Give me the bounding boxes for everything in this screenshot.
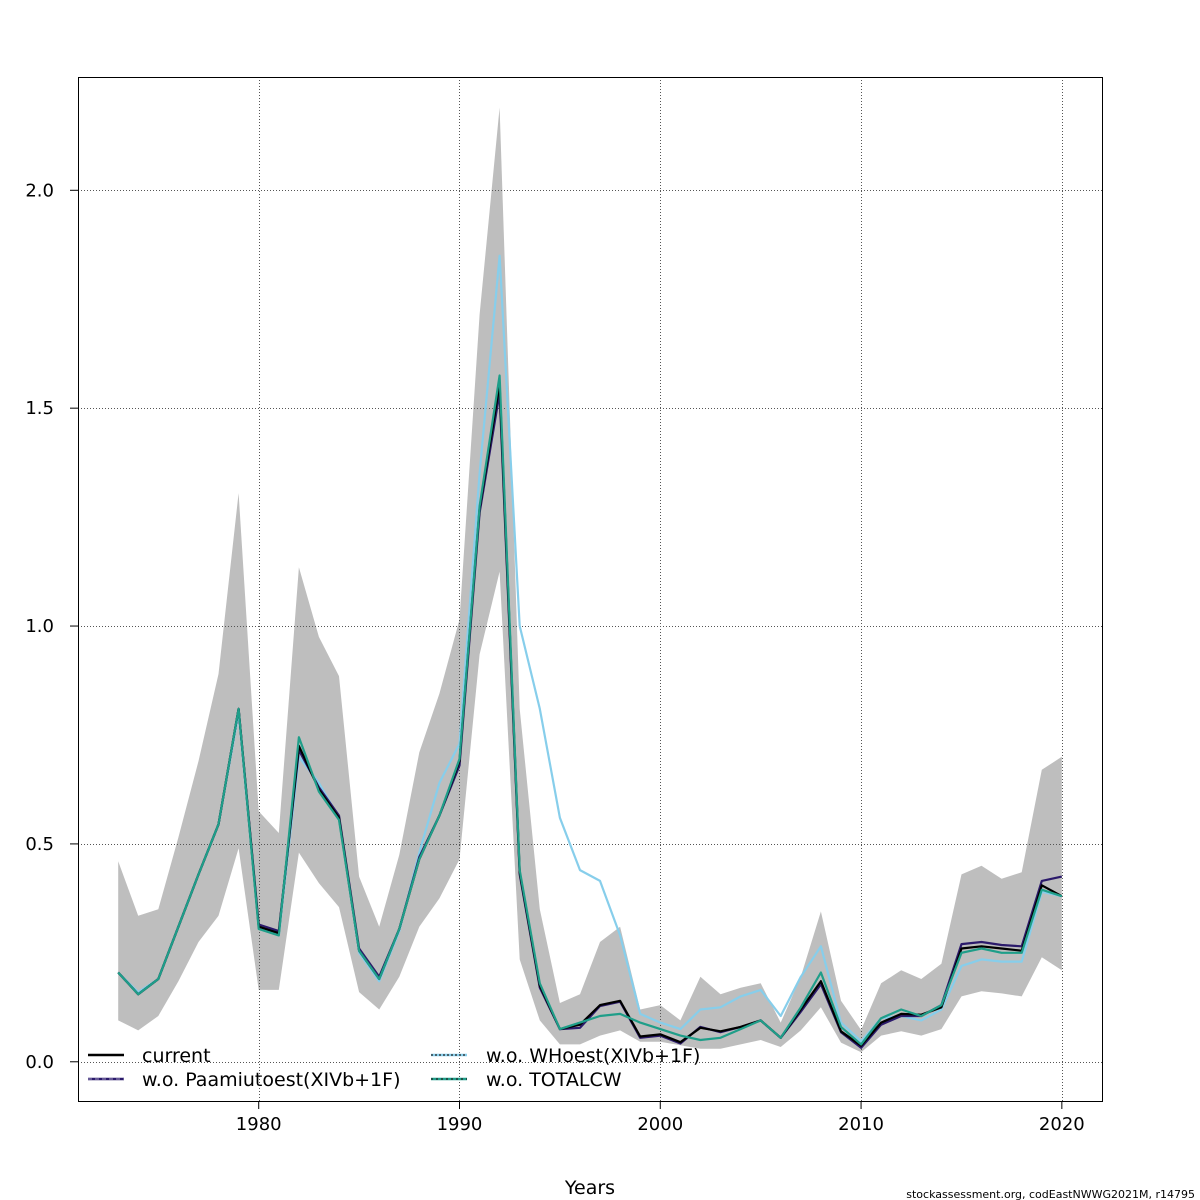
- series-layer: [117, 254, 1063, 1049]
- legend-label-current: current: [142, 1045, 211, 1067]
- y-tick-label-1.5: 1.5: [25, 398, 54, 419]
- x-tick-label-2010: 2010: [838, 1114, 884, 1135]
- legend-label-whoest: w.o. WHoest(XIVb+1F): [486, 1045, 700, 1067]
- x-tick-label-1990: 1990: [437, 1114, 483, 1135]
- x-tick-label-2020: 2020: [1039, 1114, 1085, 1135]
- plot-frame: [78, 77, 1103, 1102]
- x-tick-label-1980: 1980: [236, 1114, 282, 1135]
- y-tick-label-0.5: 0.5: [25, 834, 54, 855]
- legend: current w.o. Paamiutoest(XIVb+1F) w.o. W…: [88, 1045, 700, 1091]
- credit-text: stockassessment.org, codEastNWWG2021M, r…: [906, 1188, 1195, 1200]
- series-line-w-o-totalcw: [117, 374, 1063, 1046]
- x-axis-title: Years: [564, 1177, 615, 1199]
- y-tick-label-2.0: 2.0: [25, 180, 54, 201]
- legend-label-totalcw: w.o. TOTALCW: [486, 1069, 622, 1091]
- x-tick-label-2000: 2000: [637, 1114, 683, 1135]
- series-line-w-o-paamiutoest-xivb-1f: [117, 391, 1063, 1049]
- y-tick-label-1.0: 1.0: [25, 616, 54, 637]
- confidence-band-layer: [118, 107, 1062, 1053]
- axis-ticks: 1980 1990 2000 2010 2020 0.0 0.5 1.0 1.5 2.0: [25, 180, 1084, 1135]
- series-line-current: [117, 383, 1063, 1047]
- legend-label-paamiut: w.o. Paamiutoest(XIVb+1F): [142, 1069, 400, 1091]
- y-tick-label-0.0: 0.0: [25, 1052, 54, 1073]
- confidence-band: [118, 107, 1062, 1053]
